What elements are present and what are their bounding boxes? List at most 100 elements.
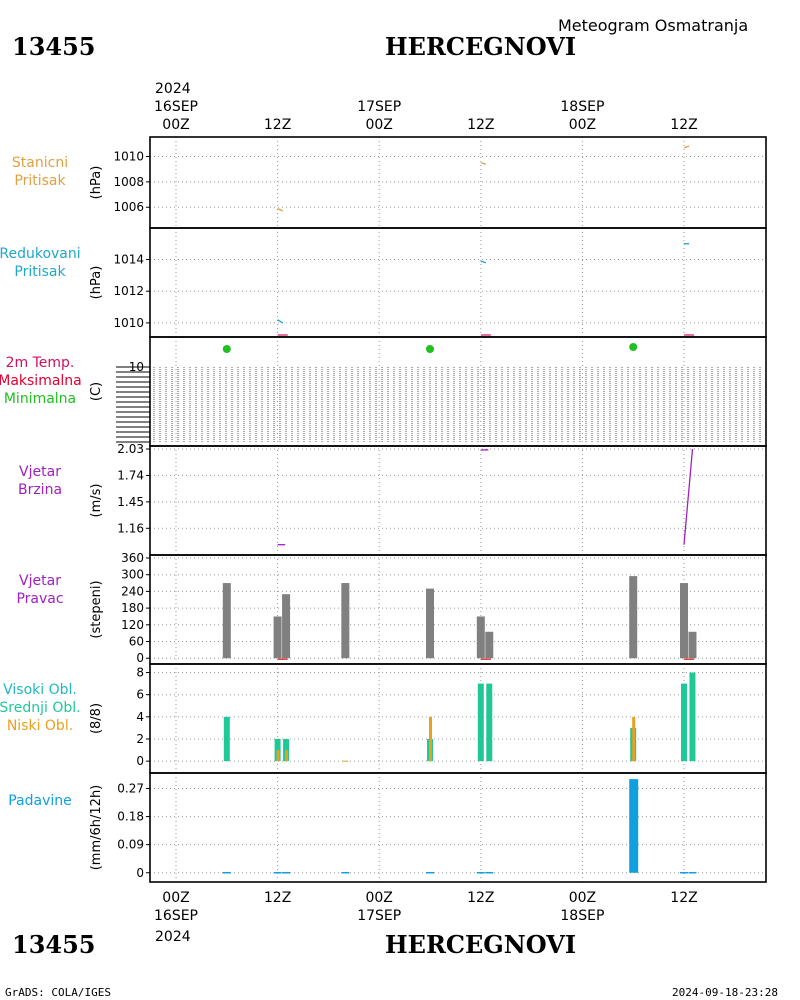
panel-label: Brzina	[18, 482, 62, 498]
panel-label: Maksimalna	[0, 373, 82, 389]
hour-tick-bottom: 12Z	[670, 890, 697, 906]
y-tick-label: 180	[121, 601, 144, 615]
wind-direction-bar	[688, 631, 697, 659]
y-axis-unit: (mm/6h/12h)	[89, 785, 104, 871]
y-tick-label: 60	[129, 635, 144, 649]
series-line	[277, 319, 284, 324]
tmin-point	[629, 343, 638, 351]
wind-direction-bar	[273, 616, 282, 659]
panel-label: Pritisak	[14, 173, 66, 189]
panel-station_pressure: Stanicni Pritisak (hPa) 1006 1008 1010	[12, 136, 767, 229]
y-tick-label: 1.74	[117, 468, 144, 482]
panel-label: Stanicni	[12, 155, 68, 171]
cloud-low-bar	[429, 716, 433, 762]
y-tick-label: 1006	[113, 200, 144, 214]
y-tick-label: 8	[136, 666, 144, 680]
hour-tick-top: 12Z	[264, 117, 291, 133]
series-line	[480, 162, 487, 165]
wind-direction-bar	[476, 616, 485, 659]
panel-label: Srednji Obl.	[0, 700, 81, 716]
y-tick-label: 1014	[113, 253, 144, 267]
panel-frame	[149, 445, 767, 556]
series-line	[683, 448, 694, 545]
y-tick-label: 2.03	[117, 442, 144, 456]
hour-tick-top: 00Z	[162, 117, 189, 133]
y-axis-unit: (hPa)	[89, 266, 104, 300]
tmin-point	[426, 345, 435, 353]
station-id-bottom: 13455	[12, 930, 96, 959]
y-tick-label: 0	[136, 754, 144, 768]
panel-frame	[149, 136, 767, 229]
panel-temperature: 2m Temp. Maksimalna Minimalna (C) 10	[0, 336, 767, 447]
panel-label: Pritisak	[14, 264, 66, 280]
panel-wind_direction: Vjetar Pravac (stepeni) 0 60 120 180 240 300 360	[16, 551, 767, 665]
station-name-bottom: HERCEGNOVI	[385, 930, 576, 959]
y-tick-label: 2	[136, 732, 144, 746]
panel-clouds: Visoki Obl. Srednji Obl. Niski Obl. (8/8) 0 2…	[0, 663, 767, 774]
cloud-high-bar	[223, 716, 230, 762]
footer-credit: GrADS: COLA/IGES	[5, 986, 111, 999]
cloud-low-bar	[632, 716, 636, 762]
cloud-low-bar	[276, 750, 280, 762]
panel-label: Vjetar	[19, 573, 61, 589]
panel-reduced_pressure: Redukovani Pritisak (hPa) 1010 1012 1014	[0, 227, 767, 338]
day-label-top: 18SEP	[560, 99, 604, 115]
cloud-high-bar	[689, 672, 696, 762]
panel-label: Minimalna	[4, 391, 76, 407]
y-tick-label: 10	[129, 360, 144, 374]
year-label-top: 2024	[155, 81, 191, 97]
precip-bar	[629, 779, 639, 873]
wind-direction-bar	[485, 631, 494, 659]
wind-direction-bar	[426, 588, 435, 659]
day-label-top: 16SEP	[154, 99, 198, 115]
y-tick-label: 6	[136, 688, 144, 702]
cloud-high-bar	[477, 683, 484, 762]
wind-direction-bar	[680, 583, 689, 659]
y-tick-label: 360	[121, 551, 144, 565]
hour-tick-bottom: 12Z	[264, 890, 291, 906]
y-axis-unit: (C)	[89, 382, 104, 401]
y-tick-label: 1.16	[117, 521, 144, 535]
panel-frame	[149, 227, 767, 338]
hour-tick-top: 00Z	[365, 117, 392, 133]
station-id-top: 13455	[12, 32, 96, 61]
year-label-bottom: 2024	[155, 929, 191, 945]
y-tick-label: 0.18	[117, 810, 144, 824]
cloud-high-bar	[681, 683, 688, 762]
hour-tick-top: 12Z	[670, 117, 697, 133]
y-tick-label: 1010	[113, 149, 144, 163]
y-axis-unit: (hPa)	[89, 166, 104, 200]
panel-frame	[149, 554, 767, 665]
y-tick-label: 0.27	[117, 781, 144, 795]
panel-label: Niski Obl.	[7, 718, 73, 734]
cloud-low-bar	[285, 750, 289, 762]
panel-label: 2m Temp.	[6, 355, 75, 371]
tmin-point	[222, 345, 231, 353]
panel-label: Pravac	[16, 591, 63, 607]
y-tick-label: 240	[121, 584, 144, 598]
cloud-high-bar	[486, 683, 493, 762]
panel-frame	[149, 772, 767, 883]
day-label-top: 17SEP	[357, 99, 401, 115]
hour-tick-bottom: 12Z	[467, 890, 494, 906]
bottom-time-axis: 2024 00Z 12Z 00Z 12Z 00Z 12Z 16SEP 17SEP 18SEP	[154, 890, 698, 945]
day-label-bottom: 17SEP	[357, 908, 401, 924]
y-tick-label: 1012	[113, 284, 144, 298]
hour-tick-top: 12Z	[467, 117, 494, 133]
wind-direction-bar	[341, 583, 350, 659]
y-tick-label: 1008	[113, 175, 144, 189]
series-line	[277, 207, 283, 212]
top-time-axis: 2024 00Z 12Z 00Z 12Z 00Z 12Z 16SEP 17SEP 18SEP	[154, 81, 698, 133]
panel-wind_speed: Vjetar Brzina (m/s) 1.16 1.45 1.74 2.03	[18, 442, 767, 556]
y-tick-label: 0.09	[117, 838, 144, 852]
station-name-top: HERCEGNOVI	[385, 32, 576, 61]
panel-label: Padavine	[8, 793, 72, 809]
panel-label: Visoki Obl.	[3, 682, 77, 698]
hour-tick-bottom: 00Z	[569, 890, 596, 906]
panel-precipitation: Padavine (mm/6h/12h) 0 0.09 0.18 0.27	[8, 772, 767, 883]
y-tick-label: 120	[121, 618, 144, 632]
y-tick-label: 300	[121, 568, 144, 582]
wind-direction-bar	[282, 594, 291, 659]
